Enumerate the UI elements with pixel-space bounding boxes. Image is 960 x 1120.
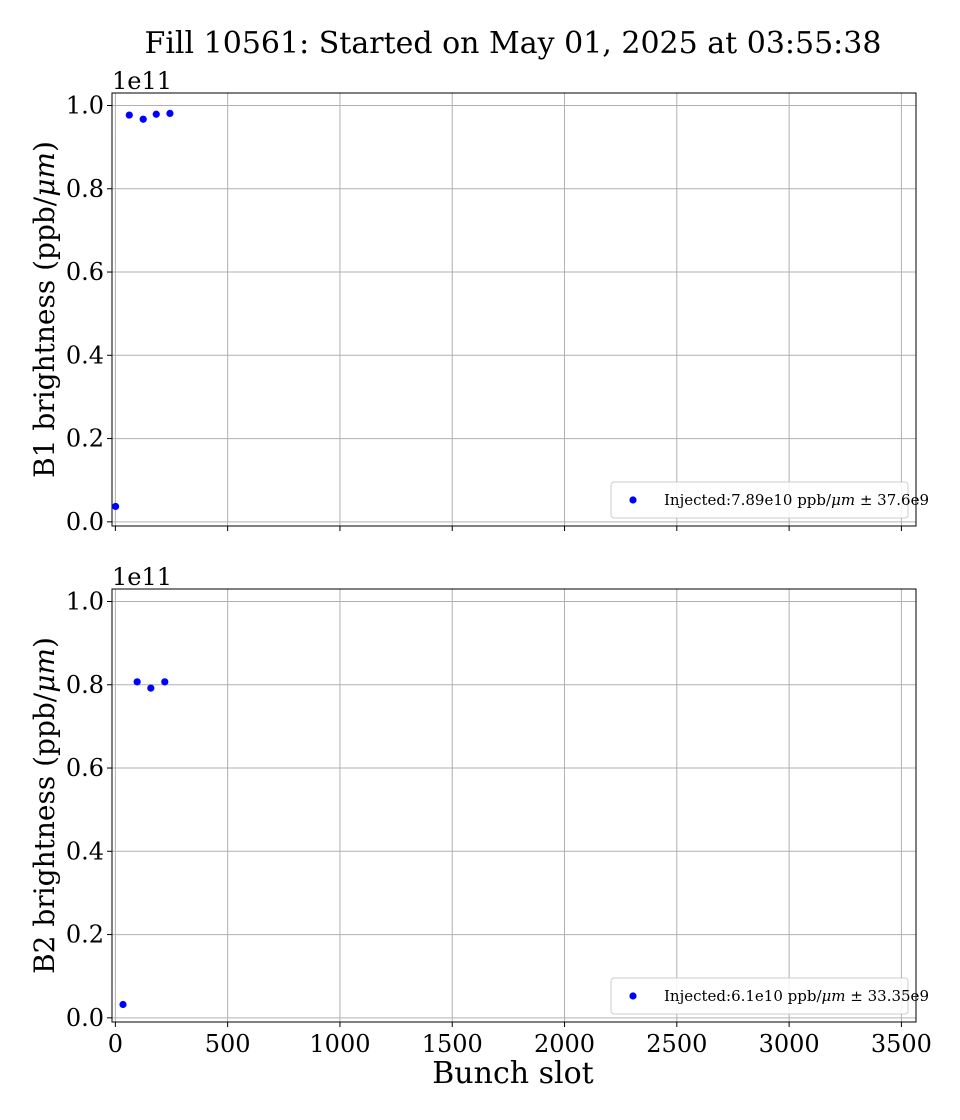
y-tick-label: 0.4 bbox=[66, 837, 104, 865]
y-tick-label: 0.2 bbox=[66, 921, 104, 949]
data-point bbox=[111, 502, 120, 511]
x-tick-label: 3500 bbox=[871, 1030, 932, 1058]
y-tick-label: 0.0 bbox=[66, 1004, 104, 1032]
legend-label: Injected:6.1e10 ppb/μm ± 33.35e9 bbox=[664, 987, 929, 1005]
subplots: 0.0 0.2 0.4 0.6 0.8 1.0 1e11 B1 brightness (ppb… bbox=[28, 67, 932, 1058]
legend-marker bbox=[629, 992, 637, 1000]
x-tick-label: 2000 bbox=[534, 1030, 595, 1058]
y-tick-label: 0.6 bbox=[66, 258, 104, 286]
axes-frame bbox=[111, 588, 917, 1023]
data-point bbox=[161, 678, 169, 686]
y-tick-label: 0.2 bbox=[66, 425, 104, 453]
legend: Injected:7.89e10 ppb/μm ± 37.6e9 bbox=[610, 481, 929, 519]
axes-frame bbox=[111, 92, 917, 527]
data-point bbox=[166, 109, 174, 118]
x-tick-label: 1000 bbox=[309, 1030, 370, 1058]
y-axis-label: B2 brightness (ppb/μm) bbox=[28, 637, 61, 974]
x-tick-label: 500 bbox=[205, 1030, 251, 1058]
legend-box bbox=[610, 977, 909, 1015]
legend-marker bbox=[629, 496, 637, 504]
y-tick-label: 0.4 bbox=[66, 341, 104, 369]
x-tick-label: 0 bbox=[108, 1030, 123, 1058]
y-tick-label: 1.0 bbox=[66, 91, 104, 119]
x-tick-label: 2500 bbox=[646, 1030, 707, 1058]
y-offset-text: 1e11 bbox=[112, 563, 172, 591]
y-tick-label: 0.6 bbox=[66, 754, 104, 782]
y-tick-label: 0.8 bbox=[66, 671, 104, 699]
data-point bbox=[147, 684, 155, 692]
data-point bbox=[119, 1000, 127, 1009]
legend: Injected:6.1e10 ppb/μm ± 33.35e9 bbox=[610, 977, 929, 1015]
y-tick-label: 0.8 bbox=[66, 175, 104, 203]
y-tick-label: 0.0 bbox=[66, 508, 104, 536]
data-point bbox=[133, 678, 141, 686]
y-offset-text: 1e11 bbox=[112, 67, 172, 95]
x-tick-label: 1500 bbox=[422, 1030, 483, 1058]
data-point bbox=[139, 115, 147, 123]
y-tick-label: 1.0 bbox=[66, 587, 104, 615]
y-axis-label: B1 brightness (ppb/μm) bbox=[28, 141, 61, 478]
data-point bbox=[125, 111, 133, 119]
subplot-2: 0 500 1000 1500 2000 2500 3000 3500 0.0 0.2 0.4 0.6… bbox=[28, 563, 932, 1058]
x-tick-label: 3000 bbox=[759, 1030, 820, 1058]
data-point bbox=[152, 110, 160, 118]
x-axis-label: Bunch slot bbox=[432, 1056, 593, 1091]
legend-box bbox=[610, 481, 909, 519]
subplot-1: 0.0 0.2 0.4 0.6 0.8 1.0 1e11 B1 brightness (ppb… bbox=[28, 67, 929, 536]
legend-label: Injected:7.89e10 ppb/μm ± 37.6e9 bbox=[664, 491, 929, 509]
figure-title: Fill 10561: Started on May 01, 2025 at 0… bbox=[145, 26, 882, 61]
